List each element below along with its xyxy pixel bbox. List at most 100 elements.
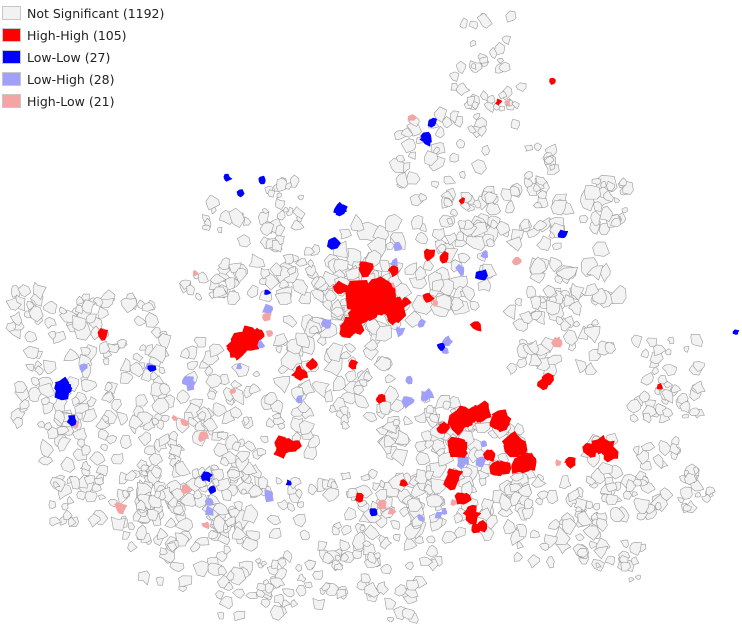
region-not-significant — [242, 216, 252, 226]
region-not-significant — [135, 524, 147, 540]
region-not-significant — [227, 469, 240, 479]
region-low-low — [236, 189, 245, 198]
region-high-high — [399, 479, 408, 487]
region-low-high — [434, 511, 443, 519]
region-not-significant — [276, 177, 288, 192]
region-not-significant — [75, 304, 84, 314]
region-low-high — [262, 303, 274, 314]
region-low-low — [327, 237, 341, 250]
region-not-significant — [667, 336, 675, 344]
region-not-significant — [317, 540, 328, 551]
region-not-significant — [605, 494, 619, 506]
region-not-significant — [394, 429, 410, 445]
region-not-significant — [274, 235, 285, 245]
region-high-high — [520, 453, 537, 471]
region-not-significant — [168, 454, 177, 460]
region-not-significant — [428, 413, 439, 423]
region-not-significant — [506, 236, 523, 252]
region-not-significant — [304, 581, 313, 589]
region-not-significant — [341, 525, 352, 536]
region-low-high — [389, 257, 398, 267]
region-not-significant — [653, 344, 667, 357]
region-not-significant — [506, 363, 517, 375]
region-not-significant — [341, 420, 350, 430]
region-not-significant — [316, 336, 327, 346]
region-not-significant — [593, 201, 603, 212]
region-low-low — [475, 269, 488, 281]
region-not-significant — [298, 420, 315, 435]
region-not-significant — [275, 345, 283, 354]
region-not-significant — [290, 476, 302, 490]
region-not-significant — [511, 101, 520, 110]
region-not-significant — [423, 257, 434, 271]
region-not-significant — [481, 145, 491, 156]
region-not-significant — [575, 359, 587, 374]
region-not-significant — [242, 504, 258, 524]
legend-label-high-high: High-High (105) — [27, 27, 127, 43]
region-not-significant — [279, 279, 290, 289]
region-not-significant — [620, 539, 629, 549]
region-not-significant — [443, 198, 453, 207]
region-low-high — [295, 395, 303, 404]
region-not-significant — [295, 488, 303, 499]
region-not-significant — [164, 517, 177, 528]
region-not-significant — [690, 480, 705, 492]
region-not-significant — [324, 289, 337, 302]
region-not-significant — [313, 275, 327, 290]
region-not-significant — [339, 539, 351, 552]
region-not-significant — [22, 345, 39, 360]
region-not-significant — [431, 228, 445, 242]
region-not-significant — [272, 413, 281, 419]
region-not-significant — [290, 220, 305, 231]
region-not-significant — [292, 514, 306, 528]
region-high-high — [359, 261, 374, 276]
region-not-significant — [514, 298, 523, 306]
region-not-significant — [519, 218, 530, 230]
region-not-significant — [592, 241, 610, 257]
legend-item-low-low[interactable]: Low-Low (27) — [2, 46, 164, 68]
region-not-significant — [509, 185, 521, 197]
region-low-high — [442, 335, 453, 346]
region-not-significant — [549, 163, 556, 171]
region-not-significant — [659, 487, 674, 502]
region-not-significant — [635, 449, 649, 465]
region-not-significant — [669, 442, 681, 455]
region-high-high — [422, 292, 435, 303]
region-high-high — [274, 435, 290, 455]
region-high-high — [603, 443, 619, 463]
region-not-significant — [533, 202, 543, 209]
region-not-significant — [232, 526, 247, 540]
region-not-significant — [58, 306, 68, 315]
region-high-high — [287, 441, 298, 452]
region-not-significant — [634, 574, 641, 580]
region-not-significant — [536, 490, 549, 500]
region-not-significant — [536, 235, 551, 251]
region-not-significant — [379, 398, 392, 415]
region-not-significant — [175, 460, 191, 476]
region-not-significant — [290, 417, 304, 433]
legend-item-low-high[interactable]: Low-High (28) — [2, 68, 164, 90]
region-not-significant — [584, 185, 601, 200]
region-not-significant — [430, 180, 440, 189]
region-not-significant — [629, 542, 642, 556]
region-low-high — [455, 264, 465, 276]
region-high-low — [198, 432, 209, 442]
region-not-significant — [354, 393, 370, 409]
region-not-significant — [295, 564, 302, 572]
region-not-significant — [221, 488, 233, 501]
region-low-low — [264, 289, 271, 295]
region-not-significant — [497, 58, 504, 64]
legend-item-high-high[interactable]: High-High (105) — [2, 24, 164, 46]
legend-item-not-significant[interactable]: Not Significant (1192) — [2, 2, 164, 24]
region-not-significant — [450, 259, 463, 273]
region-not-significant — [242, 416, 250, 426]
region-not-significant — [307, 259, 314, 268]
region-not-significant — [465, 235, 486, 251]
legend-item-high-low[interactable]: High-Low (21) — [2, 90, 164, 112]
region-not-significant — [563, 329, 578, 346]
region-not-significant — [467, 125, 477, 134]
region-not-significant — [210, 468, 225, 482]
region-not-significant — [180, 347, 190, 360]
